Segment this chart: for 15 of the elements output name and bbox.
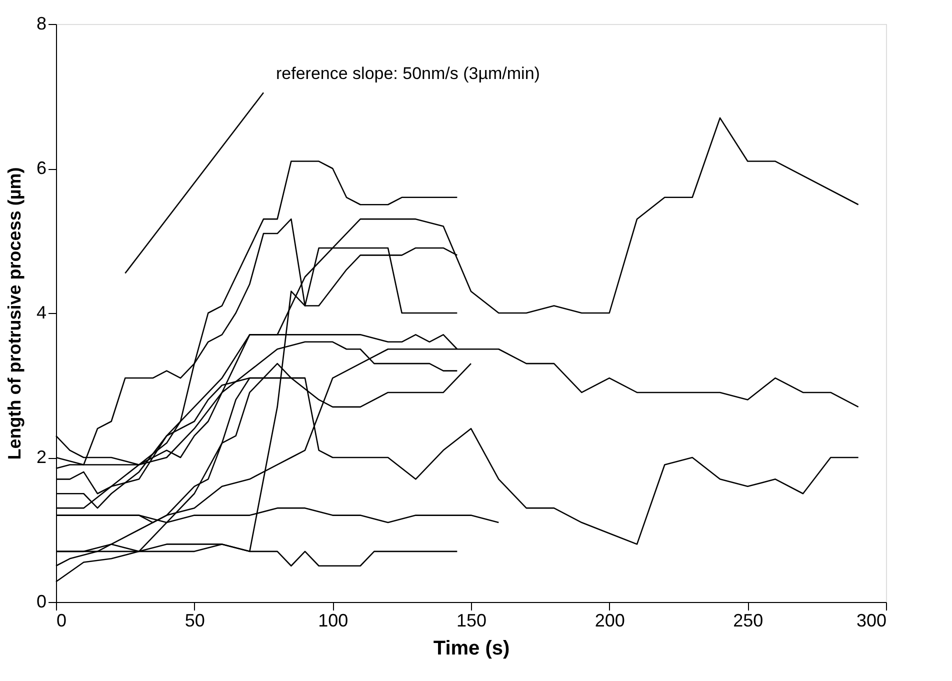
x-tick-label: 0 bbox=[56, 610, 67, 630]
x-tick-label: 300 bbox=[856, 610, 886, 630]
annotation: reference slope: 50nm/s (3µm/min) bbox=[276, 64, 540, 83]
x-tick-label: 200 bbox=[594, 610, 625, 630]
x-tick-label: 50 bbox=[184, 610, 205, 630]
y-tick-label: 6 bbox=[36, 158, 46, 178]
y-axis-title: Length of protrusive process (µm) bbox=[4, 167, 24, 460]
y-tick-label: 0 bbox=[36, 592, 46, 612]
x-tick-label: 100 bbox=[318, 610, 348, 630]
x-tick-label: 250 bbox=[733, 610, 764, 630]
y-tick-label: 2 bbox=[36, 447, 46, 467]
x-tick-label: 150 bbox=[456, 610, 487, 630]
x-axis-title: Time (s) bbox=[433, 638, 510, 660]
y-tick-label: 4 bbox=[36, 302, 46, 322]
y-tick-label: 8 bbox=[36, 14, 46, 34]
